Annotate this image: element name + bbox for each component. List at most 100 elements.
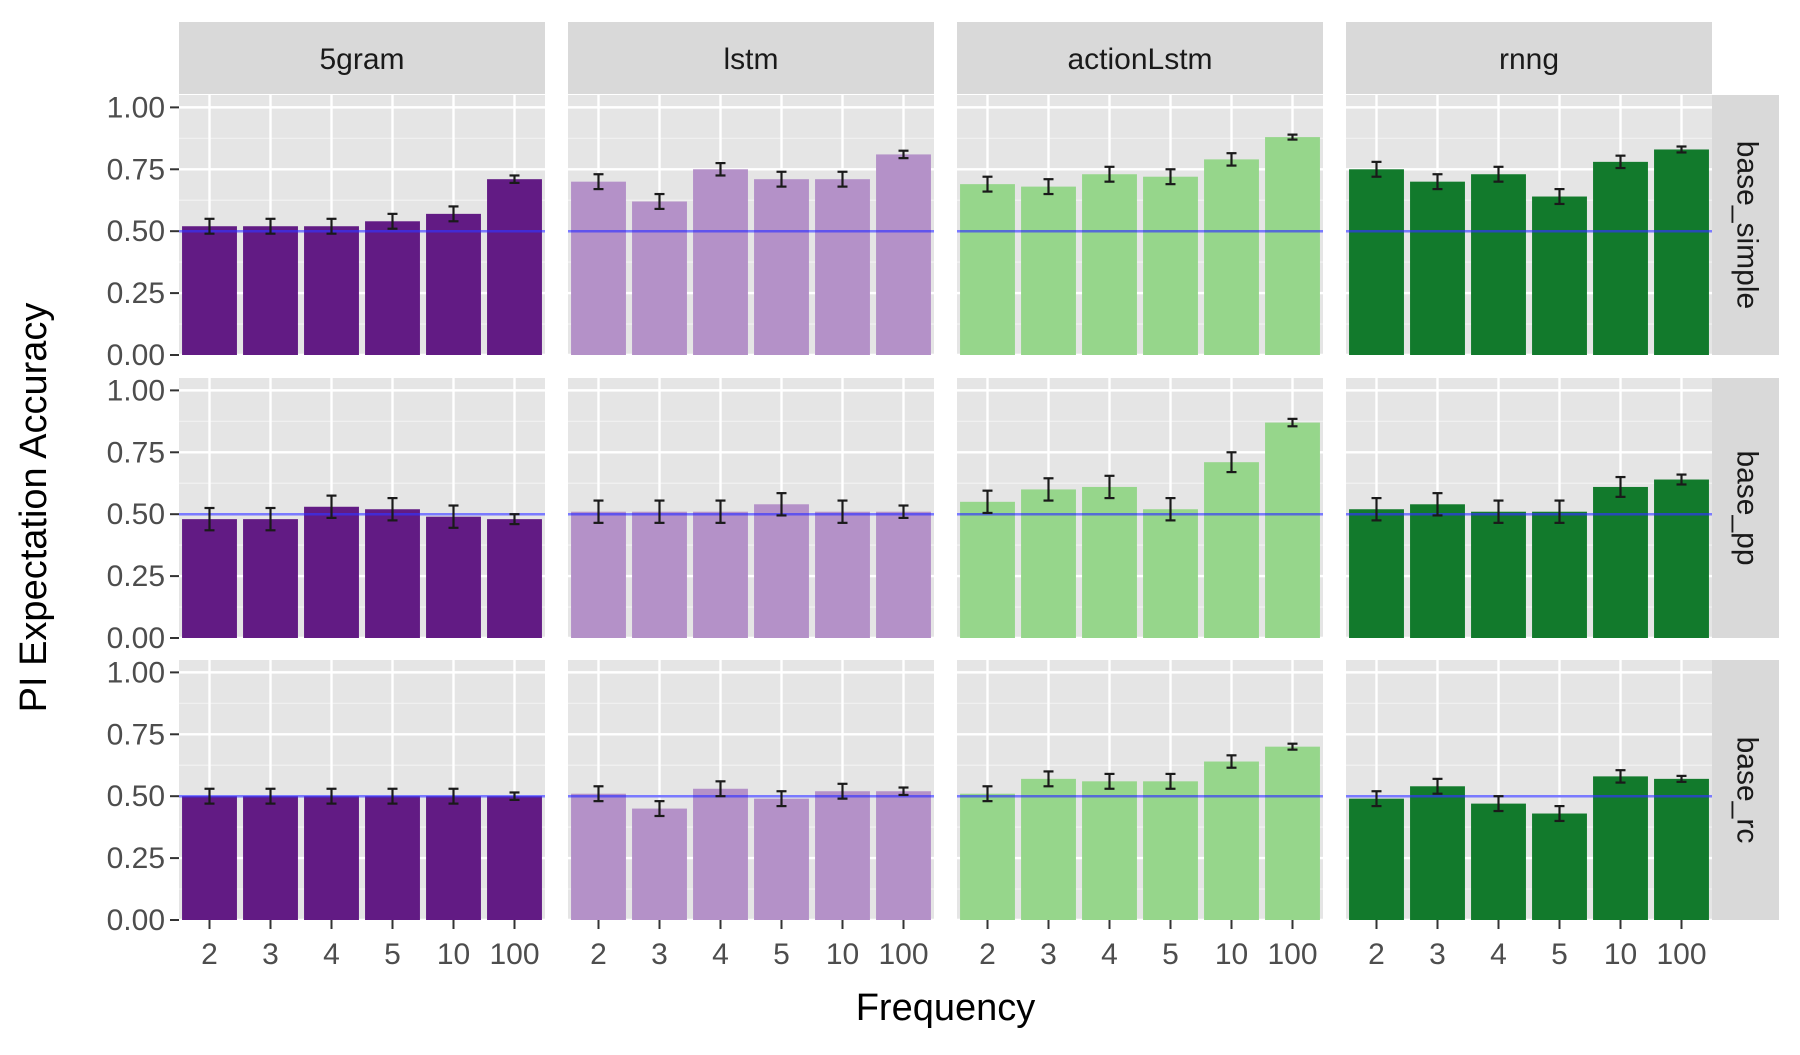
x-tick-label: 3: [651, 938, 668, 971]
bar-100: [876, 791, 931, 920]
panel-base_simple-5gram: [179, 95, 545, 357]
bar-3: [1021, 186, 1076, 355]
bar-100: [487, 179, 542, 355]
y-tick-label: 0.50: [107, 498, 165, 531]
panel-base_pp-lstm: [568, 378, 934, 640]
facet-strip-rnng: [1346, 22, 1712, 94]
bar-10: [815, 791, 870, 920]
x-tick-label: 5: [773, 938, 790, 971]
y-tick-label: 0.25: [107, 277, 165, 310]
bar-10: [1204, 462, 1259, 638]
bar-100: [1265, 137, 1320, 355]
bar-4: [1082, 486, 1137, 638]
x-tick-label: 2: [1368, 938, 1385, 971]
bar-3: [1410, 786, 1465, 920]
bar-4: [693, 788, 748, 920]
bar-100: [1265, 746, 1320, 920]
y-tick-label: 0.75: [107, 718, 165, 751]
x-tick-label: 10: [1604, 938, 1637, 971]
bar-5: [1143, 176, 1198, 355]
y-tick-label: 0.75: [107, 153, 165, 186]
bar-10: [1593, 161, 1648, 355]
bar-4: [304, 506, 359, 638]
facet-label-5gram: 5gram: [319, 43, 404, 76]
bar-2: [1349, 169, 1404, 355]
x-tick-label: 10: [826, 938, 859, 971]
x-tick-label: 4: [712, 938, 729, 971]
bar-5: [1532, 813, 1587, 920]
bar-2: [182, 796, 237, 920]
y-tick-label: 0.50: [107, 780, 165, 813]
bar-5: [1532, 511, 1587, 638]
facet-label-base_simple: base_simple: [1731, 141, 1764, 309]
y-tick-label: 1.00: [107, 374, 165, 407]
bar-2: [1349, 509, 1404, 638]
x-tick-label: 3: [262, 938, 279, 971]
bar-100: [876, 511, 931, 638]
bar-3: [243, 519, 298, 638]
bar-100: [1654, 778, 1709, 920]
y-tick-label: 0.00: [107, 904, 165, 937]
bar-2: [182, 226, 237, 355]
x-tick-label: 100: [489, 938, 539, 971]
facet-strip-base_pp: [1712, 378, 1779, 638]
bar-4: [1471, 511, 1526, 638]
bar-4: [693, 511, 748, 638]
bar-100: [1654, 149, 1709, 355]
bar-4: [304, 796, 359, 920]
x-tick-label: 5: [1162, 938, 1179, 971]
bar-100: [1654, 479, 1709, 638]
panel-base_pp-actionLstm: [957, 378, 1323, 640]
facet-label-actionLstm: actionLstm: [1067, 43, 1212, 76]
x-tick-label: 4: [323, 938, 340, 971]
bar-10: [426, 516, 481, 638]
bar-5: [365, 796, 420, 920]
bar-3: [1410, 181, 1465, 355]
bar-5: [365, 221, 420, 355]
facet-label-base_pp: base_pp: [1731, 450, 1764, 565]
bar-10: [1204, 761, 1259, 920]
bar-4: [693, 169, 748, 355]
x-tick-label: 3: [1429, 938, 1446, 971]
x-tick-label: 2: [590, 938, 607, 971]
bar-5: [754, 179, 809, 355]
y-tick-label: 0.25: [107, 560, 165, 593]
bar-10: [815, 511, 870, 638]
x-tick-label: 5: [1551, 938, 1568, 971]
panel-base_rc-lstm: [568, 660, 934, 922]
bar-100: [1265, 422, 1320, 638]
bar-10: [1204, 159, 1259, 355]
x-tick-label: 100: [1267, 938, 1317, 971]
panel-base_rc-rnng: [1346, 660, 1712, 922]
facet-label-base_rc: base_rc: [1731, 737, 1764, 844]
x-tick-label: 10: [437, 938, 470, 971]
x-axis-title: Frequency: [856, 987, 1036, 1029]
y-tick-label: 1.00: [107, 656, 165, 689]
bar-4: [1082, 781, 1137, 920]
y-tick-label: 0.00: [107, 339, 165, 372]
bar-2: [571, 181, 626, 355]
panel-base_simple-rnng: [1346, 95, 1712, 357]
x-tick-label: 100: [1656, 938, 1706, 971]
panel-base_rc-actionLstm: [957, 660, 1323, 922]
panel-base_simple-actionLstm: [957, 95, 1323, 357]
bar-2: [571, 511, 626, 638]
bar-5: [1532, 196, 1587, 355]
bar-5: [365, 509, 420, 638]
bar-10: [1593, 486, 1648, 638]
bar-2: [1349, 798, 1404, 920]
y-axis-title: PI Expectation Accuracy: [13, 303, 55, 713]
bar-5: [1143, 781, 1198, 920]
bar-3: [632, 201, 687, 355]
x-tick-label: 5: [384, 938, 401, 971]
bar-4: [304, 226, 359, 355]
bar-100: [487, 519, 542, 638]
bar-5: [754, 798, 809, 920]
bar-3: [632, 808, 687, 920]
panel-base_rc-5gram: [179, 660, 545, 922]
bar-100: [487, 796, 542, 920]
x-tick-label: 2: [201, 938, 218, 971]
x-tick-label: 100: [878, 938, 928, 971]
panel-base_pp-5gram: [179, 378, 545, 640]
